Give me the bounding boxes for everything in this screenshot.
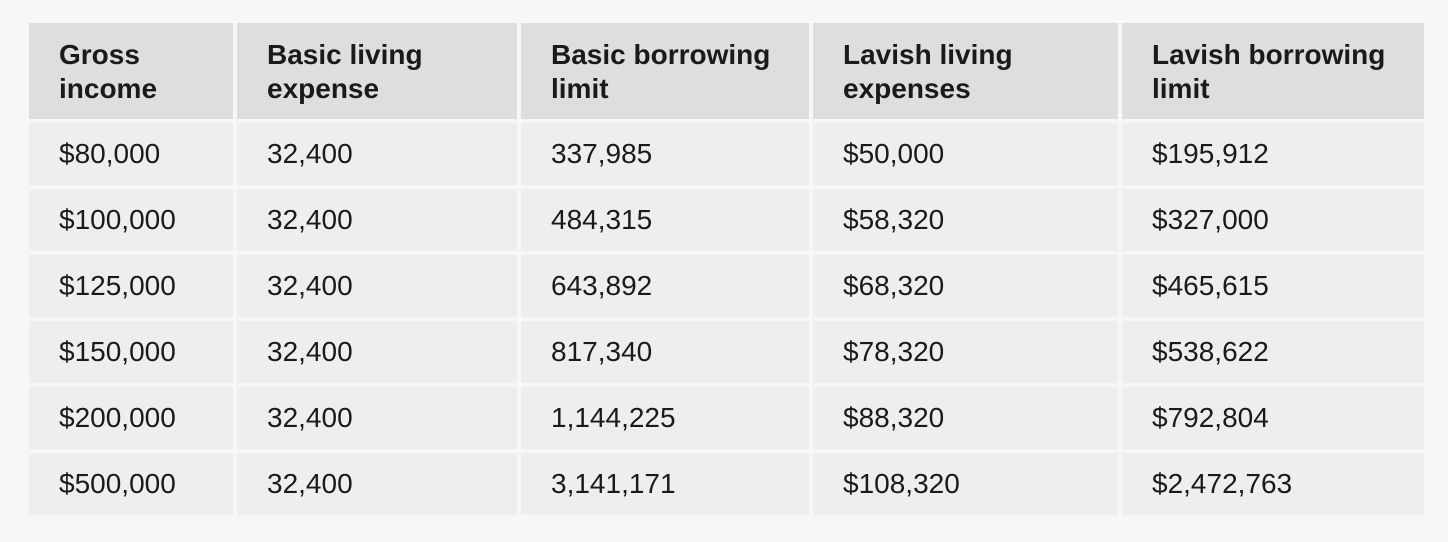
cell-basic-living-expense: 32,400 <box>237 189 517 251</box>
cell-lavish-borrowing-limit: $792,804 <box>1122 387 1424 449</box>
header-lavish-living-expenses: Lavish living expenses <box>813 23 1118 119</box>
cell-basic-living-expense: 32,400 <box>237 255 517 317</box>
table-row: $150,000 32,400 817,340 $78,320 $538,622 <box>29 321 1424 383</box>
cell-basic-living-expense: 32,400 <box>237 123 517 185</box>
table-row: $80,000 32,400 337,985 $50,000 $195,912 <box>29 123 1424 185</box>
borrowing-limit-table: Gross income Basic living expense Basic … <box>25 19 1428 519</box>
cell-gross-income: $80,000 <box>29 123 233 185</box>
cell-gross-income: $100,000 <box>29 189 233 251</box>
cell-gross-income: $150,000 <box>29 321 233 383</box>
cell-lavish-borrowing-limit: $195,912 <box>1122 123 1424 185</box>
cell-basic-living-expense: 32,400 <box>237 321 517 383</box>
cell-gross-income: $200,000 <box>29 387 233 449</box>
header-basic-borrowing-limit: Basic borrowing limit <box>521 23 809 119</box>
cell-lavish-living-expenses: $50,000 <box>813 123 1118 185</box>
cell-lavish-borrowing-limit: $2,472,763 <box>1122 453 1424 515</box>
header-gross-income: Gross income <box>29 23 233 119</box>
borrowing-limit-table-container: Gross income Basic living expense Basic … <box>29 23 1424 515</box>
cell-lavish-living-expenses: $58,320 <box>813 189 1118 251</box>
cell-basic-borrowing-limit: 337,985 <box>521 123 809 185</box>
cell-basic-borrowing-limit: 484,315 <box>521 189 809 251</box>
cell-basic-borrowing-limit: 3,141,171 <box>521 453 809 515</box>
header-lavish-borrowing-limit: Lavish borrowing limit <box>1122 23 1424 119</box>
cell-lavish-living-expenses: $108,320 <box>813 453 1118 515</box>
table-row: $500,000 32,400 3,141,171 $108,320 $2,47… <box>29 453 1424 515</box>
cell-basic-borrowing-limit: 1,144,225 <box>521 387 809 449</box>
cell-lavish-living-expenses: $68,320 <box>813 255 1118 317</box>
table-row: $125,000 32,400 643,892 $68,320 $465,615 <box>29 255 1424 317</box>
cell-basic-borrowing-limit: 643,892 <box>521 255 809 317</box>
cell-basic-living-expense: 32,400 <box>237 387 517 449</box>
cell-lavish-living-expenses: $88,320 <box>813 387 1118 449</box>
cell-lavish-borrowing-limit: $327,000 <box>1122 189 1424 251</box>
cell-basic-borrowing-limit: 817,340 <box>521 321 809 383</box>
table-row: $100,000 32,400 484,315 $58,320 $327,000 <box>29 189 1424 251</box>
header-basic-living-expense: Basic living expense <box>237 23 517 119</box>
cell-gross-income: $125,000 <box>29 255 233 317</box>
cell-lavish-borrowing-limit: $465,615 <box>1122 255 1424 317</box>
table-header-row: Gross income Basic living expense Basic … <box>29 23 1424 119</box>
cell-lavish-borrowing-limit: $538,622 <box>1122 321 1424 383</box>
table-row: $200,000 32,400 1,144,225 $88,320 $792,8… <box>29 387 1424 449</box>
cell-gross-income: $500,000 <box>29 453 233 515</box>
cell-basic-living-expense: 32,400 <box>237 453 517 515</box>
cell-lavish-living-expenses: $78,320 <box>813 321 1118 383</box>
